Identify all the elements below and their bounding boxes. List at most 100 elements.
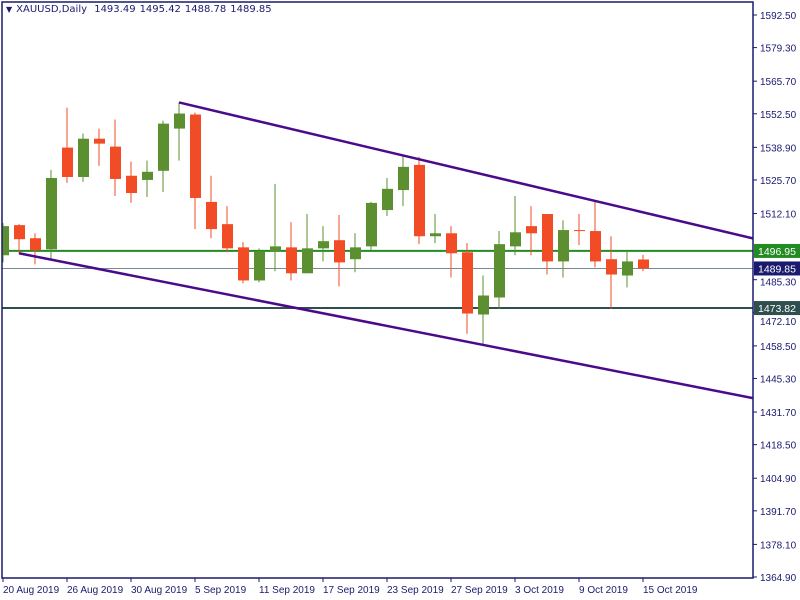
candle-body <box>510 232 521 247</box>
y-tick-label: 1552.50 <box>760 110 797 121</box>
candle-body <box>334 240 345 263</box>
candle-2019-09-12 <box>270 183 281 272</box>
candle-2019-09-02 <box>142 160 153 197</box>
candle-2019-08-23 <box>46 169 57 261</box>
candle-body <box>430 233 441 237</box>
candle-body <box>222 224 233 249</box>
candle-body <box>126 175 137 194</box>
candle-2019-10-02 <box>494 231 505 309</box>
candle-body <box>174 113 185 129</box>
y-tick-label: 1431.70 <box>760 408 797 419</box>
candle-2019-09-17 <box>318 226 329 262</box>
candle-2019-08-26 <box>62 107 73 183</box>
candle-2019-09-20 <box>366 201 377 251</box>
candle-2019-09-04 <box>174 102 185 161</box>
candle-2019-09-06 <box>206 175 217 239</box>
candle-2019-10-10 <box>590 200 601 268</box>
candle-body <box>142 171 153 180</box>
y-tick-label: 1445.30 <box>760 374 797 385</box>
candle-body <box>542 214 553 262</box>
candle-body <box>366 202 377 247</box>
candle-body <box>478 295 489 315</box>
candle-2019-08-29 <box>110 119 121 196</box>
candle-body <box>254 251 265 281</box>
candle-body <box>558 230 569 262</box>
x-tick-label: 26 Aug 2019 <box>67 585 124 596</box>
candle-2019-09-27 <box>446 226 457 278</box>
candle-2019-08-28 <box>94 128 105 166</box>
candle-body <box>574 230 585 232</box>
y-tick-label: 1579.30 <box>760 44 797 55</box>
x-tick-label: 30 Aug 2019 <box>131 585 188 596</box>
x-tick-label: 17 Sep 2019 <box>323 585 380 596</box>
candle-body <box>270 246 281 252</box>
candle-body <box>446 233 457 254</box>
price-label-1496.95: 1496.95 <box>758 246 796 258</box>
candle-body <box>350 247 361 260</box>
candle-2019-09-24 <box>398 155 409 207</box>
ohlc-high: 1495.42 <box>139 4 181 15</box>
candle-body <box>414 164 425 237</box>
x-tick-label: 23 Sep 2019 <box>387 585 444 596</box>
candle-2019-09-19 <box>350 233 361 273</box>
candle-body <box>382 188 393 211</box>
candle-2019-09-13 <box>286 222 297 281</box>
candle-body <box>302 248 313 274</box>
candle-2019-08-30 <box>126 161 137 203</box>
price-label-bg <box>754 301 800 316</box>
y-tick-label: 1565.70 <box>760 77 797 88</box>
candle-2019-10-07 <box>542 214 553 275</box>
ohlc-close: 1489.85 <box>230 4 272 15</box>
y-tick-label: 1404.90 <box>760 474 797 485</box>
candle-body <box>238 247 249 281</box>
candle-2019-09-11 <box>254 248 265 283</box>
price-label-1473.82: 1473.82 <box>758 303 796 315</box>
candle-2019-10-03 <box>510 195 521 256</box>
x-tick-label: 3 Oct 2019 <box>515 585 564 596</box>
x-tick-label: 5 Sep 2019 <box>195 585 247 596</box>
candle-body <box>30 238 41 251</box>
candle-2019-08-27 <box>78 133 89 182</box>
candle-2019-10-09 <box>574 214 585 246</box>
candle-body <box>94 138 105 144</box>
candle-body <box>494 244 505 298</box>
y-tick-label: 1525.70 <box>760 176 797 187</box>
candle-2019-08-21 <box>14 224 25 254</box>
candle-2019-09-30 <box>462 243 473 334</box>
ohlc-low: 1488.78 <box>184 4 227 15</box>
x-tick-label: 20 Aug 2019 <box>3 585 60 596</box>
price-label-bg <box>754 261 800 276</box>
candle-2019-09-23 <box>382 177 393 216</box>
price-label-1489.85: 1489.85 <box>758 263 796 275</box>
candle-body <box>590 231 601 262</box>
candle-2019-09-03 <box>158 120 169 193</box>
candle-body <box>14 225 25 240</box>
candle-body <box>398 166 409 191</box>
candle-2019-09-18 <box>334 215 345 287</box>
y-tick-label: 1472.10 <box>760 317 797 328</box>
candle-2019-08-22 <box>30 233 41 265</box>
x-tick-label: 15 Oct 2019 <box>643 585 698 596</box>
candle-body <box>46 177 57 250</box>
candle-body <box>622 261 633 276</box>
y-tick-label: 1485.30 <box>760 277 797 288</box>
candle-body <box>606 259 617 275</box>
candle-body <box>190 114 201 198</box>
candle-2019-10-01 <box>478 275 489 346</box>
candle-body <box>462 252 473 314</box>
x-tick-label: 9 Oct 2019 <box>579 585 628 596</box>
candle-2019-09-26 <box>430 214 441 244</box>
price-label-bg <box>754 243 800 258</box>
x-tick-label: 11 Sep 2019 <box>259 585 315 596</box>
y-tick-label: 1538.90 <box>760 143 797 154</box>
candle-2019-10-08 <box>558 220 569 278</box>
trendline-upper <box>178 101 753 240</box>
triangle-down-icon[interactable]: ▼ <box>6 5 13 14</box>
candle-body <box>110 146 121 179</box>
y-tick-label: 1418.50 <box>760 441 797 452</box>
trendline-lower <box>18 252 753 400</box>
candle-2019-10-11 <box>606 236 617 309</box>
candle-2019-09-25 <box>414 156 425 245</box>
chart-header: ▼ XAUUSD,Daily 1493.49 1495.42 1488.78 1489.… <box>6 4 276 15</box>
